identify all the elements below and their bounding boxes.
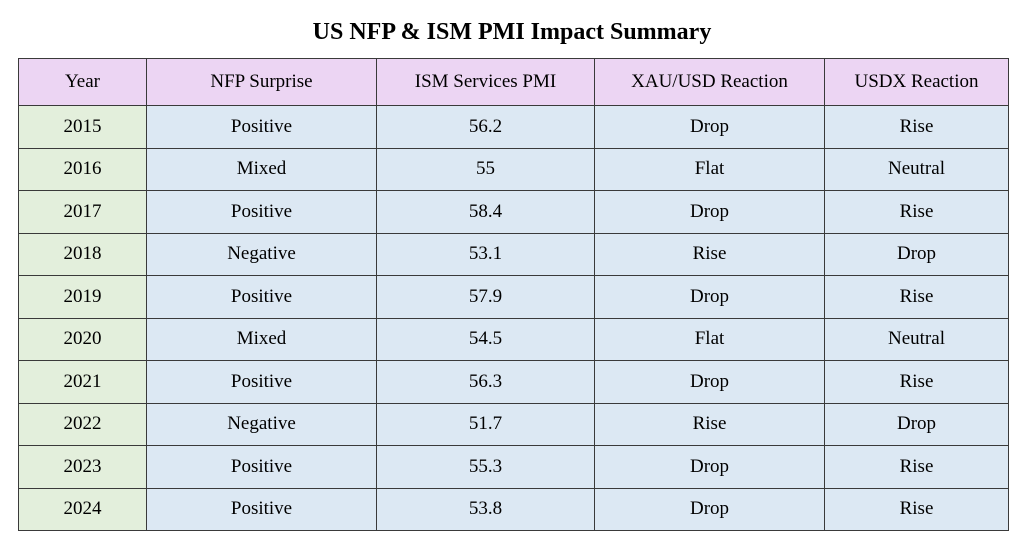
ism-services-pmi-cell: 53.1 bbox=[376, 232, 595, 276]
table-row: 2020 Mixed 54.5 Flat Neutral bbox=[18, 317, 1009, 361]
table-title: US NFP & ISM PMI Impact Summary bbox=[312, 19, 712, 45]
column-header-usdx-reaction: USDX Reaction bbox=[824, 58, 1009, 106]
usdx-reaction-cell: Neutral bbox=[824, 147, 1009, 191]
xau-usd-reaction-cell: Drop bbox=[594, 360, 825, 404]
table-row: 2019 Positive 57.9 Drop Rise bbox=[18, 275, 1009, 319]
year-cell: 2021 bbox=[18, 360, 147, 404]
ism-services-pmi-cell: 55.3 bbox=[376, 445, 595, 489]
table-row: 2015 Positive 56.2 Drop Rise bbox=[18, 105, 1009, 149]
nfp-surprise-cell: Negative bbox=[146, 232, 377, 276]
usdx-reaction-cell: Rise bbox=[824, 275, 1009, 319]
xau-usd-reaction-cell: Rise bbox=[594, 402, 825, 446]
xau-usd-reaction-cell: Drop bbox=[594, 275, 825, 319]
column-header-year: Year bbox=[18, 58, 147, 106]
year-cell: 2018 bbox=[18, 232, 147, 276]
column-header-xau-usd-reaction: XAU/USD Reaction bbox=[594, 58, 825, 106]
ism-services-pmi-cell: 57.9 bbox=[376, 275, 595, 319]
year-cell: 2020 bbox=[18, 317, 147, 361]
usdx-reaction-cell: Rise bbox=[824, 487, 1009, 531]
xau-usd-reaction-cell: Rise bbox=[594, 232, 825, 276]
table-row: 2021 Positive 56.3 Drop Rise bbox=[18, 360, 1009, 404]
usdx-reaction-cell: Drop bbox=[824, 232, 1009, 276]
nfp-surprise-cell: Negative bbox=[146, 402, 377, 446]
column-header-nfp-surprise: NFP Surprise bbox=[146, 58, 377, 106]
ism-services-pmi-cell: 53.8 bbox=[376, 487, 595, 531]
year-cell: 2024 bbox=[18, 487, 147, 531]
impact-summary-table: Year NFP Surprise ISM Services PMI XAU/U… bbox=[18, 58, 1009, 531]
year-cell: 2016 bbox=[18, 147, 147, 191]
table-row: 2023 Positive 55.3 Drop Rise bbox=[18, 445, 1009, 489]
xau-usd-reaction-cell: Drop bbox=[594, 105, 825, 149]
usdx-reaction-cell: Rise bbox=[824, 445, 1009, 489]
ism-services-pmi-cell: 56.2 bbox=[376, 105, 595, 149]
nfp-surprise-cell: Positive bbox=[146, 190, 377, 234]
nfp-surprise-cell: Positive bbox=[146, 445, 377, 489]
usdx-reaction-cell: Rise bbox=[824, 190, 1009, 234]
xau-usd-reaction-cell: Flat bbox=[594, 317, 825, 361]
ism-services-pmi-cell: 51.7 bbox=[376, 402, 595, 446]
table-row: 2018 Negative 53.1 Rise Drop bbox=[18, 232, 1009, 276]
ism-services-pmi-cell: 54.5 bbox=[376, 317, 595, 361]
nfp-surprise-cell: Positive bbox=[146, 105, 377, 149]
xau-usd-reaction-cell: Flat bbox=[594, 147, 825, 191]
table-row: 2022 Negative 51.7 Rise Drop bbox=[18, 402, 1009, 446]
table-row: 2017 Positive 58.4 Drop Rise bbox=[18, 190, 1009, 234]
year-cell: 2023 bbox=[18, 445, 147, 489]
nfp-surprise-cell: Mixed bbox=[146, 147, 377, 191]
xau-usd-reaction-cell: Drop bbox=[594, 190, 825, 234]
usdx-reaction-cell: Rise bbox=[824, 360, 1009, 404]
ism-services-pmi-cell: 55 bbox=[376, 147, 595, 191]
nfp-surprise-cell: Positive bbox=[146, 275, 377, 319]
usdx-reaction-cell: Rise bbox=[824, 105, 1009, 149]
nfp-surprise-cell: Positive bbox=[146, 487, 377, 531]
usdx-reaction-cell: Neutral bbox=[824, 317, 1009, 361]
year-cell: 2019 bbox=[18, 275, 147, 319]
xau-usd-reaction-cell: Drop bbox=[594, 487, 825, 531]
year-cell: 2015 bbox=[18, 105, 147, 149]
usdx-reaction-cell: Drop bbox=[824, 402, 1009, 446]
ism-services-pmi-cell: 58.4 bbox=[376, 190, 595, 234]
ism-services-pmi-cell: 56.3 bbox=[376, 360, 595, 404]
xau-usd-reaction-cell: Drop bbox=[594, 445, 825, 489]
header-row: Year NFP Surprise ISM Services PMI XAU/U… bbox=[18, 58, 1009, 106]
nfp-surprise-cell: Mixed bbox=[146, 317, 377, 361]
nfp-surprise-cell: Positive bbox=[146, 360, 377, 404]
table-row: 2024 Positive 53.8 Drop Rise bbox=[18, 487, 1009, 531]
column-header-ism-services-pmi: ISM Services PMI bbox=[376, 58, 595, 106]
year-cell: 2017 bbox=[18, 190, 147, 234]
table-body: 2015 Positive 56.2 Drop Rise 2016 Mixed 55 Flat N… bbox=[18, 105, 1009, 531]
table-row: 2016 Mixed 55 Flat Neutral bbox=[18, 147, 1009, 191]
year-cell: 2022 bbox=[18, 402, 147, 446]
